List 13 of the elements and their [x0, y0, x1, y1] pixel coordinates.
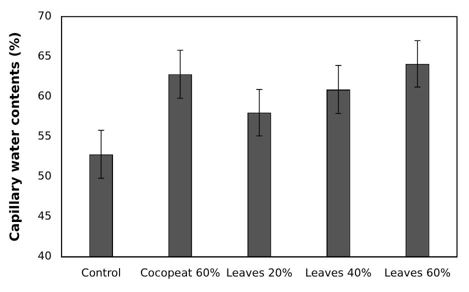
y-tick-label: 55	[38, 130, 52, 143]
y-tick-label: 40	[38, 250, 52, 263]
y-axis-title: Capillary water contents (%)	[8, 32, 24, 242]
y-tick-label: 70	[38, 9, 52, 22]
x-tick-label: Cocopeat 60%	[140, 266, 220, 280]
y-tick-label: 60	[38, 90, 52, 103]
x-tick-label: Leaves 40%	[305, 266, 372, 280]
x-tick-label: Leaves 20%	[226, 266, 292, 280]
x-tick-label: Leaves 60%	[384, 266, 451, 280]
x-tick-label: Control	[81, 266, 122, 280]
y-tick-label: 50	[38, 170, 52, 183]
y-tick-label: 65	[38, 49, 52, 62]
y-tick-label: 45	[38, 210, 52, 223]
